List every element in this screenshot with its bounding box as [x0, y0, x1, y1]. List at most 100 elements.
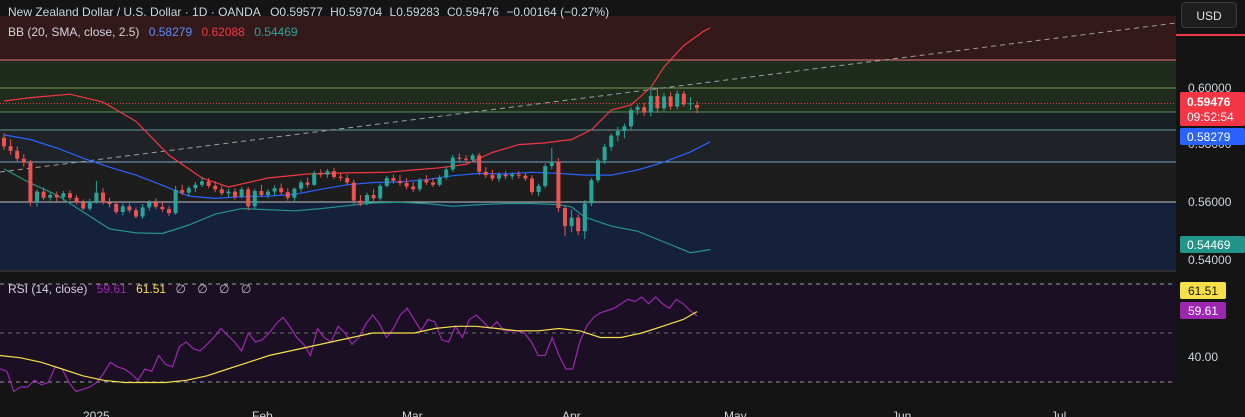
candle-body: [120, 206, 125, 212]
currency-button[interactable]: USD: [1181, 2, 1237, 28]
candle: [81, 199, 86, 211]
rsi-legend[interactable]: RSI (14, close) 59.61 61.51 ∅ ∅ ∅ ∅: [8, 282, 257, 296]
candle-body: [576, 217, 581, 232]
candle-body: [193, 184, 198, 189]
candle: [266, 189, 270, 199]
candle-body: [384, 178, 389, 186]
rsi-value: 59.61: [96, 282, 127, 296]
candle-body: [589, 180, 594, 204]
candle-body: [259, 191, 264, 195]
time-axis[interactable]: [0, 405, 1176, 417]
candle-body: [424, 179, 429, 183]
symbol-legend: New Zealand Dollar / U.S. Dollar · 1D · …: [8, 5, 615, 19]
zone-green: [0, 60, 1176, 112]
candle-body: [622, 126, 627, 131]
candle-body: [114, 204, 119, 212]
price-axis[interactable]: [1176, 0, 1245, 417]
zone-teal: [0, 112, 1176, 130]
countdown-timer: 09:52:54: [1187, 110, 1234, 124]
rsi-ma-value: 61.51: [136, 282, 167, 296]
candle: [305, 177, 310, 188]
candle-body: [464, 158, 468, 160]
candle-body: [563, 208, 567, 227]
bb-lower-value: 0.54469: [254, 25, 298, 39]
candle: [312, 170, 317, 186]
candle-body: [371, 195, 376, 199]
candle: [543, 163, 548, 189]
candle: [68, 190, 72, 201]
candle: [285, 188, 290, 201]
candle-body: [635, 107, 640, 110]
candle-body: [523, 175, 528, 179]
candle: [127, 203, 132, 213]
last-price-label: [1180, 92, 1245, 126]
candle-body: [483, 171, 488, 176]
candle-body: [536, 185, 541, 193]
candle-body: [457, 157, 462, 159]
candle: [239, 187, 244, 199]
candle-body: [35, 191, 39, 202]
candle-body: [312, 172, 317, 185]
candle: [193, 181, 198, 193]
zone-upper-red: [0, 16, 1176, 60]
candle-body: [569, 217, 574, 227]
candle-body: [629, 110, 633, 127]
candle: [21, 154, 26, 167]
candle: [510, 172, 515, 180]
candle: [530, 175, 534, 195]
candle-body: [695, 105, 699, 108]
candle: [41, 187, 46, 201]
rsi-lines: [0, 296, 698, 393]
candle: [107, 197, 112, 208]
time-label: Feb: [252, 409, 273, 417]
candle-body: [503, 174, 508, 177]
bb-basis-value: 0.58279: [148, 25, 193, 39]
candle: [404, 178, 409, 190]
candle: [259, 184, 264, 198]
candle-body: [332, 171, 336, 177]
candles: [2, 86, 699, 240]
candle: [411, 181, 416, 193]
candle-body: [325, 171, 330, 175]
time-label: May: [724, 409, 747, 417]
candle-body: [602, 146, 607, 161]
candle-body: [74, 197, 79, 203]
candle-body: [140, 207, 145, 217]
rsi-ma-label-value: 61.51: [1188, 284, 1218, 298]
symbol-title[interactable]: New Zealand Dollar / U.S. Dollar · 1D · …: [8, 5, 261, 19]
candle-body: [219, 189, 224, 194]
candle-body: [490, 175, 495, 179]
candle: [338, 173, 343, 181]
candle-body: [233, 191, 237, 197]
candle: [615, 127, 620, 142]
candle: [642, 102, 647, 116]
lower-band-label-value: 0.54469: [1187, 238, 1231, 252]
candle: [233, 188, 237, 200]
bb-legend[interactable]: BB (20, SMA, close, 2.5) 0.58279 0.62088…: [8, 25, 304, 39]
candle-body: [153, 202, 158, 207]
lower-band-label: [1180, 236, 1245, 253]
candle: [318, 169, 323, 178]
candle: [48, 191, 53, 201]
candle-body: [8, 146, 13, 151]
candle-body: [450, 157, 455, 170]
candle: [470, 153, 475, 163]
candle-body: [543, 166, 548, 186]
candle-body: [54, 195, 59, 198]
candle: [74, 195, 79, 205]
bb-upper-value: 0.62088: [201, 25, 245, 39]
candle-body: [94, 192, 99, 202]
candle: [8, 139, 13, 155]
candle-body: [206, 181, 211, 186]
candle: [523, 172, 528, 181]
candle: [688, 97, 693, 110]
candle-body: [358, 200, 363, 204]
candle: [272, 185, 277, 195]
ohlc-open: O0.59577: [270, 5, 323, 19]
candle: [325, 168, 330, 178]
candle-body: [662, 96, 666, 109]
candle: [206, 178, 211, 189]
candle: [536, 183, 541, 197]
